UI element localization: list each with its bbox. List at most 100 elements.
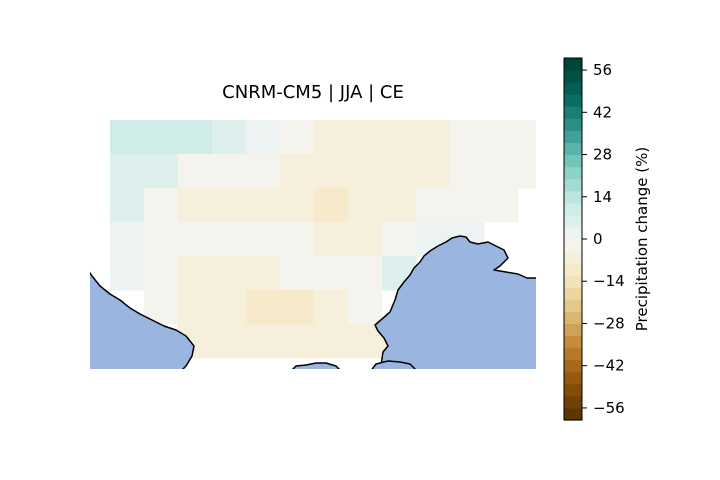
colorbar-tick-label: −42 (593, 357, 625, 375)
grid-cell (382, 154, 417, 189)
colorbar-tick-label: 0 (593, 230, 603, 248)
grid-cell (484, 188, 519, 223)
grid-cell (314, 256, 349, 291)
aegean-sea (291, 362, 341, 369)
colorbar-swatch (564, 347, 582, 361)
grid-cell (484, 120, 519, 155)
grid-cell (314, 120, 349, 155)
colorbar-swatch (564, 190, 582, 204)
grid-cell (246, 256, 281, 291)
grid-cell (518, 154, 536, 189)
grid-cell (178, 188, 213, 223)
grid-cell (110, 188, 145, 223)
grid-cell (416, 120, 451, 155)
grid-cell (212, 188, 247, 223)
grid-cell (178, 120, 213, 155)
colorbar-swatch (564, 178, 582, 192)
colorbar-swatch (564, 383, 582, 397)
grid-cell (144, 188, 179, 223)
colorbar-swatch (564, 311, 582, 325)
colorbar-swatch (564, 299, 582, 312)
colorbar-swatch (564, 118, 582, 131)
grid-cell (416, 154, 451, 189)
colorbar-swatch (564, 106, 582, 119)
colorbar-swatch (564, 251, 582, 264)
grid-cell (280, 324, 315, 359)
grid-cell (246, 222, 281, 257)
colorbar-swatch (564, 263, 582, 276)
grid-cell (178, 154, 213, 189)
colorbar-tick-label: −14 (593, 272, 625, 290)
water-bodies (90, 235, 536, 369)
colorbar-tick-label: 42 (593, 103, 612, 121)
grid-cell (110, 154, 145, 189)
grid-cell (450, 154, 485, 189)
map-title: CNRM-CM5 | JJA | CE (222, 82, 404, 103)
grid-cell (212, 256, 247, 291)
grid-cell (212, 324, 247, 359)
colorbar-swatch (564, 287, 582, 300)
colorbar-swatch (564, 239, 582, 252)
colorbar-tick-label: 56 (593, 61, 612, 79)
grid-cell (144, 256, 179, 291)
colorbar-swatch (564, 275, 582, 288)
grid-cell (212, 222, 247, 257)
grid-cell (246, 154, 281, 189)
grid-cell (144, 154, 179, 189)
colorbar-swatch (564, 202, 582, 216)
grid-cell (280, 256, 315, 291)
colorbar-swatch (564, 130, 582, 144)
colorbar-ticks: 56 42 28 14 0 −14 −28 −42 −56 (582, 61, 625, 417)
grid-cell (314, 222, 349, 257)
grid-cell (280, 154, 315, 189)
grid-cell (382, 222, 417, 257)
grid-cell (110, 222, 145, 257)
grid-cell (178, 222, 213, 257)
colorbar-swatch (564, 407, 582, 421)
colorbar-swatch (564, 335, 582, 349)
grid-cell (178, 290, 213, 325)
grid-cell (450, 120, 485, 155)
grid-cell (110, 256, 145, 291)
grid-cell (314, 290, 349, 325)
grid-cell (246, 120, 281, 155)
grid-cell (280, 188, 315, 223)
grid-cell (348, 188, 383, 223)
grid-cell (416, 188, 451, 223)
colorbar-swatch (564, 166, 582, 180)
colorbar-swatch (564, 82, 582, 95)
grid-cell (450, 188, 485, 223)
grid-cell (348, 256, 383, 291)
colorbar-swatch (564, 214, 582, 228)
grid-cell (110, 120, 145, 155)
grid-cell (246, 324, 281, 359)
grid-cell (280, 120, 315, 155)
grid-cell (382, 120, 417, 155)
grid-cell (314, 188, 349, 223)
adriatic-sea (90, 271, 195, 369)
grid-cell (314, 324, 349, 359)
colorbar-swatch (564, 70, 582, 83)
grid-cell (484, 154, 519, 189)
colorbar-tick-label: 14 (593, 188, 612, 206)
colorbar-tick-label: 28 (593, 146, 612, 164)
grid-cell (348, 120, 383, 155)
black-sea (374, 235, 536, 369)
grid-cell (280, 222, 315, 257)
colorbar-swatches (564, 58, 582, 421)
grid-cell (212, 290, 247, 325)
grid-cell (212, 154, 247, 189)
grid-cell (178, 256, 213, 291)
grid-cell (382, 188, 417, 223)
grid-cell (144, 120, 179, 155)
grid-cell (280, 290, 315, 325)
marmara-sea (371, 360, 417, 369)
colorbar-swatch (564, 58, 582, 71)
grid-cell (518, 120, 536, 155)
colorbar-swatch (564, 154, 582, 168)
grid-cell (348, 222, 383, 257)
grid-cell (246, 290, 281, 325)
grid-cell (212, 120, 247, 155)
